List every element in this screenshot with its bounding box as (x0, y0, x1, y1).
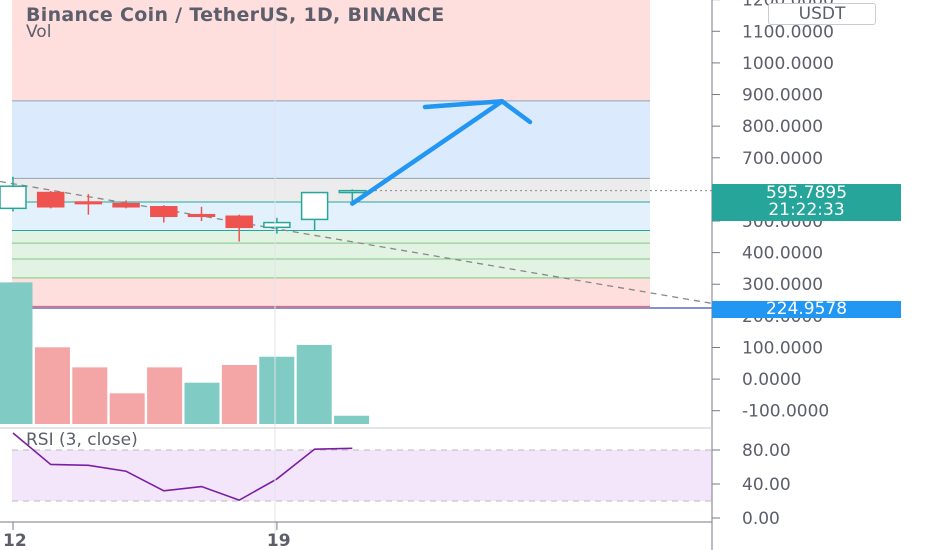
volume-bar-4 (147, 367, 183, 424)
price-axis-label: 100.0000 (742, 338, 823, 358)
candle-5 (187, 206, 216, 221)
time-axis-label: 12 (3, 531, 27, 550)
price-axis-label: 900.0000 (742, 86, 823, 106)
candle-7 (263, 217, 291, 234)
candle-body (300, 191, 329, 221)
volume-bar-0 (0, 282, 33, 424)
price-axis-label: 0.0000 (742, 370, 801, 390)
candle-4 (150, 205, 178, 223)
rsi-axis-label: 40.00 (742, 475, 791, 495)
price-axis-label: 800.0000 (742, 117, 823, 137)
rsi-band (12, 450, 712, 501)
rsi-axis-label: 0.00 (742, 509, 780, 529)
candle-body (225, 215, 253, 229)
volume-bar-9 (334, 415, 370, 424)
price-axis-label: 1000.0000 (742, 54, 834, 74)
currency-button[interactable]: USDT (768, 3, 876, 25)
volume-bar-8 (296, 344, 332, 424)
rsi-indicator-label[interactable]: RSI (3, close) (26, 430, 138, 450)
candle-1 (36, 190, 65, 209)
price-axis-label: 700.0000 (742, 149, 823, 169)
arrow-head (422, 99, 533, 125)
volume-bar-3 (109, 393, 145, 424)
chart-title: Binance Coin / TetherUS, 1D, BINANCE (26, 4, 445, 26)
rsi-axis-label: 80.00 (742, 441, 791, 461)
candle-body (74, 201, 103, 205)
candle-2 (74, 194, 103, 215)
volume-bar-2 (72, 367, 108, 424)
candle-body (150, 206, 178, 218)
price-axis-label: 300.0000 (742, 275, 823, 295)
rsi-line (12, 432, 353, 502)
volume-bar-6 (221, 365, 257, 424)
candle-9 (338, 189, 367, 203)
volume-bar-1 (34, 347, 70, 424)
volume-bar-7 (259, 356, 295, 424)
price-axis-label: 400.0000 (742, 244, 823, 264)
fib-zone-3 (12, 202, 650, 231)
fib-zone-2 (12, 178, 650, 203)
volume-indicator-label[interactable]: Vol (26, 22, 52, 42)
fib-zone-5 (12, 277, 650, 307)
fib-zone-0 (12, 0, 650, 101)
candle-body (0, 185, 27, 210)
candle-body (187, 213, 216, 218)
candle-body (112, 202, 140, 208)
arrow-shaft (350, 99, 505, 206)
candle-body (338, 189, 367, 194)
candle-body (263, 221, 291, 229)
candle-3 (112, 200, 140, 209)
price-axis-label: 1100.0000 (742, 22, 834, 42)
candle-6 (225, 214, 253, 242)
candle-0 (0, 176, 27, 212)
current-price-value: 595.7895 (765, 183, 848, 203)
trend-line (0, 180, 730, 308)
fib-zone-1 (12, 100, 650, 179)
current-price-badge: 595.7895 21:22:33 (712, 184, 901, 221)
countdown-value: 21:22:33 (768, 200, 845, 220)
volume-bar-5 (184, 382, 220, 424)
candle-8 (300, 191, 329, 231)
time-axis-label: 19 (267, 531, 291, 550)
price-axis-label: -100.0000 (742, 402, 829, 422)
horizontal-line-price-badge: 224.9578 (712, 301, 901, 318)
candle-body (36, 191, 65, 208)
